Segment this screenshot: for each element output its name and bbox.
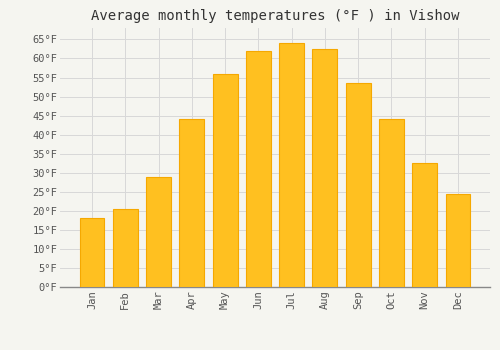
Bar bbox=[379, 119, 404, 287]
Bar bbox=[80, 218, 104, 287]
Bar bbox=[180, 119, 204, 287]
Bar bbox=[279, 43, 304, 287]
Bar bbox=[412, 163, 437, 287]
Bar bbox=[312, 49, 338, 287]
Title: Average monthly temperatures (°F ) in Vishow: Average monthly temperatures (°F ) in Vi… bbox=[91, 9, 459, 23]
Bar bbox=[146, 176, 171, 287]
Bar bbox=[212, 74, 238, 287]
Bar bbox=[346, 83, 370, 287]
Bar bbox=[113, 209, 138, 287]
Bar bbox=[446, 194, 470, 287]
Bar bbox=[246, 51, 271, 287]
